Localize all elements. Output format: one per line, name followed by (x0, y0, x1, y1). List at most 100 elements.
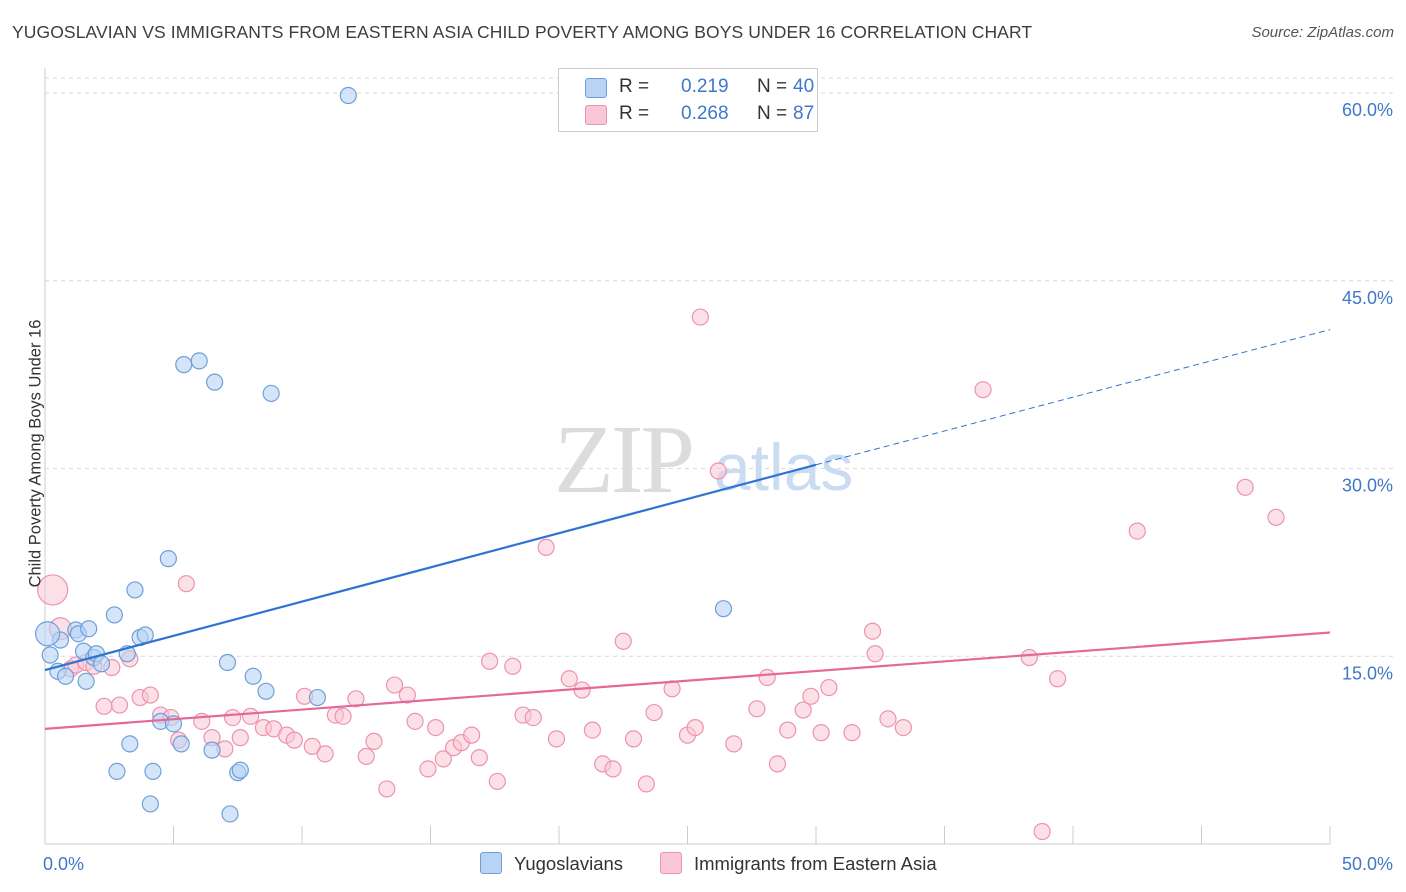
legend-n-label: N = (757, 103, 788, 124)
data-point-yugoslavians (159, 550, 177, 568)
data-point-eastern-asia (537, 538, 555, 556)
series-yugoslavians-points (34, 86, 733, 823)
data-point-eastern-asia (974, 381, 992, 399)
legend-n-value: 87 (793, 103, 815, 124)
data-point-eastern-asia (419, 760, 437, 778)
bottom-legend-swatch-pink (660, 852, 682, 874)
legend-r-value: 0.219 (681, 76, 729, 97)
data-point-yugoslavians (308, 688, 327, 707)
data-point-eastern-asia (691, 308, 709, 326)
trend-line-eastern-asia (44, 631, 1331, 730)
bottom-legend-label: Yugoslavians (514, 853, 624, 874)
data-point-eastern-asia (385, 676, 404, 694)
data-point-eastern-asia (141, 686, 159, 704)
chart-source: Source: ZipAtlas.com (1251, 24, 1394, 41)
data-point-eastern-asia (1048, 670, 1067, 688)
data-point-eastern-asia (347, 690, 365, 708)
data-point-eastern-asia (709, 462, 727, 480)
data-point-yugoslavians (121, 735, 139, 753)
data-point-eastern-asia (524, 708, 542, 727)
data-point-eastern-asia (866, 645, 884, 663)
data-point-yugoslavians (206, 373, 224, 391)
data-point-eastern-asia (303, 737, 321, 755)
y-axis-label: Child Poverty Among Boys Under 16 (26, 319, 45, 588)
data-point-eastern-asia (316, 745, 334, 763)
data-point-eastern-asia (285, 731, 303, 749)
data-point-yugoslavians (190, 352, 208, 370)
data-point-eastern-asia (398, 686, 416, 704)
data-point-yugoslavians (714, 600, 733, 618)
data-point-yugoslavians (92, 655, 111, 673)
data-point-eastern-asia (758, 668, 776, 687)
data-point-yugoslavians (34, 621, 61, 647)
data-point-eastern-asia (37, 574, 69, 606)
data-point-eastern-asia (481, 652, 499, 670)
data-point-yugoslavians (80, 620, 98, 638)
data-point-eastern-asia (686, 718, 704, 737)
data-point-eastern-asia (794, 701, 812, 719)
data-point-eastern-asia (637, 775, 655, 793)
data-point-eastern-asia (820, 678, 838, 697)
data-point-yugoslavians (41, 646, 59, 664)
y-tick-label: 30.0% (1342, 476, 1393, 496)
data-point-eastern-asia (812, 724, 830, 742)
bottom-legend-swatch-blue (480, 852, 502, 874)
data-point-eastern-asia (334, 707, 352, 725)
data-point-eastern-asia (470, 749, 488, 767)
data-point-eastern-asia (95, 697, 113, 715)
data-point-eastern-asia (224, 708, 242, 727)
tick-labels: 15.0% 30.0% 45.0% 60.0% 0.0% 50.0% (43, 100, 1393, 874)
data-point-eastern-asia (1128, 522, 1146, 540)
data-point-eastern-asia (894, 718, 912, 737)
correlation-legend: R = 0.219 N = 40 R = 0.268 N = 87 (558, 68, 818, 132)
data-point-eastern-asia (378, 780, 396, 798)
data-point-eastern-asia (1236, 478, 1254, 496)
data-point-eastern-asia (879, 710, 897, 728)
data-point-eastern-asia (583, 721, 602, 739)
data-point-eastern-asia (406, 712, 424, 730)
legend-n-value: 40 (793, 76, 815, 97)
data-point-yugoslavians (221, 805, 239, 823)
x-tick-label: 50.0% (1342, 854, 1393, 874)
data-point-eastern-asia (488, 772, 506, 791)
y-tick-label: 45.0% (1342, 288, 1393, 308)
data-point-eastern-asia (779, 721, 797, 739)
data-point-yugoslavians (172, 735, 190, 753)
legend-n-label: N = (757, 76, 788, 97)
y-tick-label: 15.0% (1342, 663, 1393, 683)
data-point-eastern-asia (802, 687, 820, 705)
data-point-eastern-asia (725, 735, 743, 753)
data-point-eastern-asia (843, 724, 861, 742)
bottom-legend-label: Immigrants from Eastern Asia (694, 853, 937, 874)
data-point-eastern-asia (365, 732, 383, 750)
data-point-yugoslavians (144, 762, 162, 781)
trend-line-yugoslavians (44, 463, 817, 672)
data-point-eastern-asia (434, 750, 452, 768)
data-point-yugoslavians (77, 672, 95, 690)
data-point-eastern-asia (1033, 822, 1051, 841)
legend-r-label: R = (619, 103, 650, 124)
legend-r-label: R = (619, 76, 650, 97)
data-point-eastern-asia (110, 696, 129, 714)
data-point-eastern-asia (357, 747, 375, 765)
data-point-eastern-asia (547, 730, 566, 748)
y-tick-label: 60.0% (1342, 100, 1393, 120)
data-point-eastern-asia (177, 575, 195, 593)
watermark-zip: ZIP (554, 406, 692, 514)
data-point-yugoslavians (262, 384, 280, 403)
legend-r-value: 0.268 (681, 103, 729, 124)
data-point-eastern-asia (863, 622, 882, 640)
bottom-legend-eastern-asia: Immigrants from Eastern Asia (660, 852, 937, 875)
data-point-eastern-asia (1020, 648, 1038, 667)
data-point-yugoslavians (257, 682, 275, 700)
data-point-eastern-asia (427, 718, 445, 737)
data-point-eastern-asia (624, 730, 643, 748)
data-point-yugoslavians (141, 795, 159, 813)
data-point-yugoslavians (244, 667, 262, 685)
axes (44, 68, 1331, 845)
data-point-eastern-asia (463, 726, 481, 744)
legend-swatch-blue (585, 78, 607, 98)
data-point-eastern-asia (645, 703, 663, 722)
data-point-yugoslavians (339, 86, 357, 105)
